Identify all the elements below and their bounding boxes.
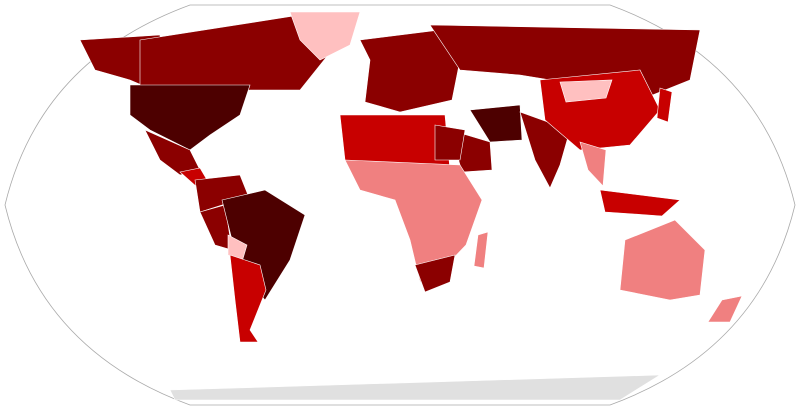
- region-usa: [129, 84, 251, 151]
- region-indonesia: [599, 189, 681, 217]
- region-southeast-asia: [579, 141, 607, 187]
- region-mongolia: [559, 79, 613, 103]
- region-south-africa: [414, 254, 456, 293]
- region-greenland: [289, 11, 361, 61]
- region-new-zealand: [707, 295, 743, 323]
- region-egypt: [434, 124, 466, 161]
- region-argentina-chile: [229, 254, 267, 343]
- region-australia: [619, 219, 706, 301]
- region-madagascar: [473, 231, 489, 269]
- region-japan: [656, 87, 673, 123]
- region-iran: [469, 104, 523, 143]
- region-antarctica: [169, 374, 662, 401]
